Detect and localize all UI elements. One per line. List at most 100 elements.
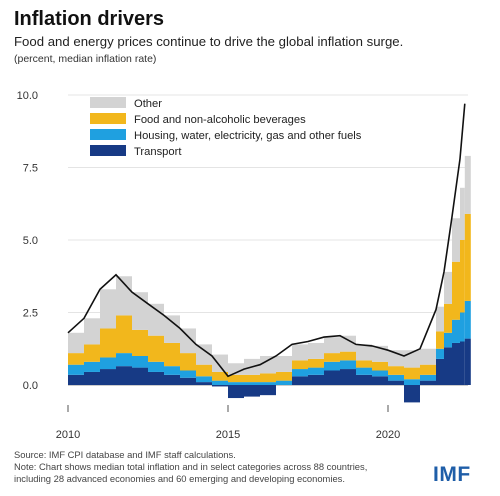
bar-other [452, 218, 460, 262]
bar-transport [452, 342, 460, 385]
bar-housing [196, 376, 212, 383]
bar-transport [260, 385, 276, 396]
bar-transport [356, 374, 372, 385]
bar-food [356, 360, 372, 368]
bar-food [100, 328, 116, 358]
x-tick-label: 2010 [56, 429, 80, 441]
bar-food [388, 366, 404, 375]
bar-housing [212, 380, 228, 385]
bar-other [100, 289, 116, 329]
bar-transport [388, 380, 404, 385]
bar-transport [180, 377, 196, 385]
legend-swatch-housing [90, 129, 126, 140]
bar-transport [292, 376, 308, 385]
chart-title: Inflation drivers [14, 8, 165, 30]
bar-housing [404, 379, 420, 385]
bar-transport [148, 371, 164, 385]
bar-other [180, 328, 196, 354]
bar-transport [340, 369, 356, 385]
bar-transport [404, 385, 420, 403]
bar-food [196, 364, 212, 377]
bar-other [308, 342, 324, 359]
bar-other [84, 318, 100, 345]
total-inflation-line [67, 103, 466, 378]
bar-food [132, 329, 148, 356]
bar-transport [436, 358, 444, 385]
bar-housing [464, 300, 471, 339]
bar-housing [308, 367, 324, 375]
bar-housing [132, 356, 148, 368]
bar-other [292, 344, 308, 361]
legend-label-food: Food and non-alcoholic beverages [134, 114, 306, 126]
bar-other [420, 348, 436, 365]
bar-other [444, 271, 452, 304]
bar-food [464, 213, 471, 301]
bar-food [404, 367, 420, 380]
bar-housing [436, 348, 444, 359]
bar-housing [292, 369, 308, 377]
legend-label-transport: Transport [134, 146, 182, 158]
x-tick-label: 2015 [216, 429, 240, 441]
bar-housing [244, 382, 260, 385]
bar-transport [444, 347, 452, 385]
bar-other [324, 337, 340, 354]
bar-other [276, 356, 292, 372]
bar-housing [340, 360, 356, 370]
legend-swatch-transport [90, 145, 126, 156]
x-tick-label: 2020 [376, 429, 400, 441]
bar-other [340, 335, 356, 352]
bar-food [444, 303, 452, 333]
bar-other [228, 363, 244, 375]
bar-other [460, 187, 465, 240]
bar-transport [460, 341, 465, 385]
bar-housing [148, 361, 164, 372]
bar-housing [100, 357, 116, 370]
bar-transport [196, 382, 212, 385]
bar-food [420, 364, 436, 375]
bar-transport [464, 338, 471, 385]
bar-housing [460, 312, 465, 342]
bar-food [116, 315, 132, 354]
bar-transport [372, 376, 388, 385]
bar-food [84, 344, 100, 362]
bar-other [116, 276, 132, 316]
bar-transport [228, 385, 244, 399]
bar-food [452, 261, 460, 320]
bar-housing [324, 361, 340, 371]
bar-food [164, 342, 180, 367]
legend-swatch-food [90, 113, 126, 124]
bar-housing [68, 364, 84, 375]
y-tick-label: 0.0 [23, 380, 38, 392]
bar-other [464, 155, 471, 214]
bar-transport [84, 371, 100, 385]
imf-logo: IMF [433, 463, 471, 486]
bar-food [260, 373, 276, 383]
bar-transport [132, 367, 148, 385]
y-tick-label: 5.0 [23, 235, 38, 247]
bar-food [324, 353, 340, 362]
legend-label-other: Other [134, 98, 162, 110]
bar-transport [324, 370, 340, 385]
bar-housing [84, 361, 100, 372]
chart-note-line-2: including 28 advanced economies and 60 e… [14, 473, 345, 484]
chart-note-line-1: Note: Chart shows median total inflation… [14, 461, 368, 472]
bar-food [212, 371, 228, 381]
source-note: Source: IMF CPI database and IMF staff c… [14, 449, 236, 460]
y-tick-label: 2.5 [23, 308, 38, 320]
bar-other [68, 332, 84, 354]
bar-transport [68, 374, 84, 385]
bar-transport [164, 374, 180, 385]
bar-food [460, 240, 465, 313]
bar-other [196, 344, 212, 365]
bar-housing [420, 374, 436, 381]
legend-label-housing: Housing, water, electricity, gas and oth… [134, 130, 362, 142]
bar-food [244, 374, 260, 383]
bar-other [148, 303, 164, 336]
bar-transport [100, 369, 116, 385]
bar-housing [388, 374, 404, 381]
legend-swatch-other [90, 97, 126, 108]
bar-housing [116, 353, 132, 367]
chart-subtitle: Food and energy prices continue to drive… [14, 34, 404, 49]
